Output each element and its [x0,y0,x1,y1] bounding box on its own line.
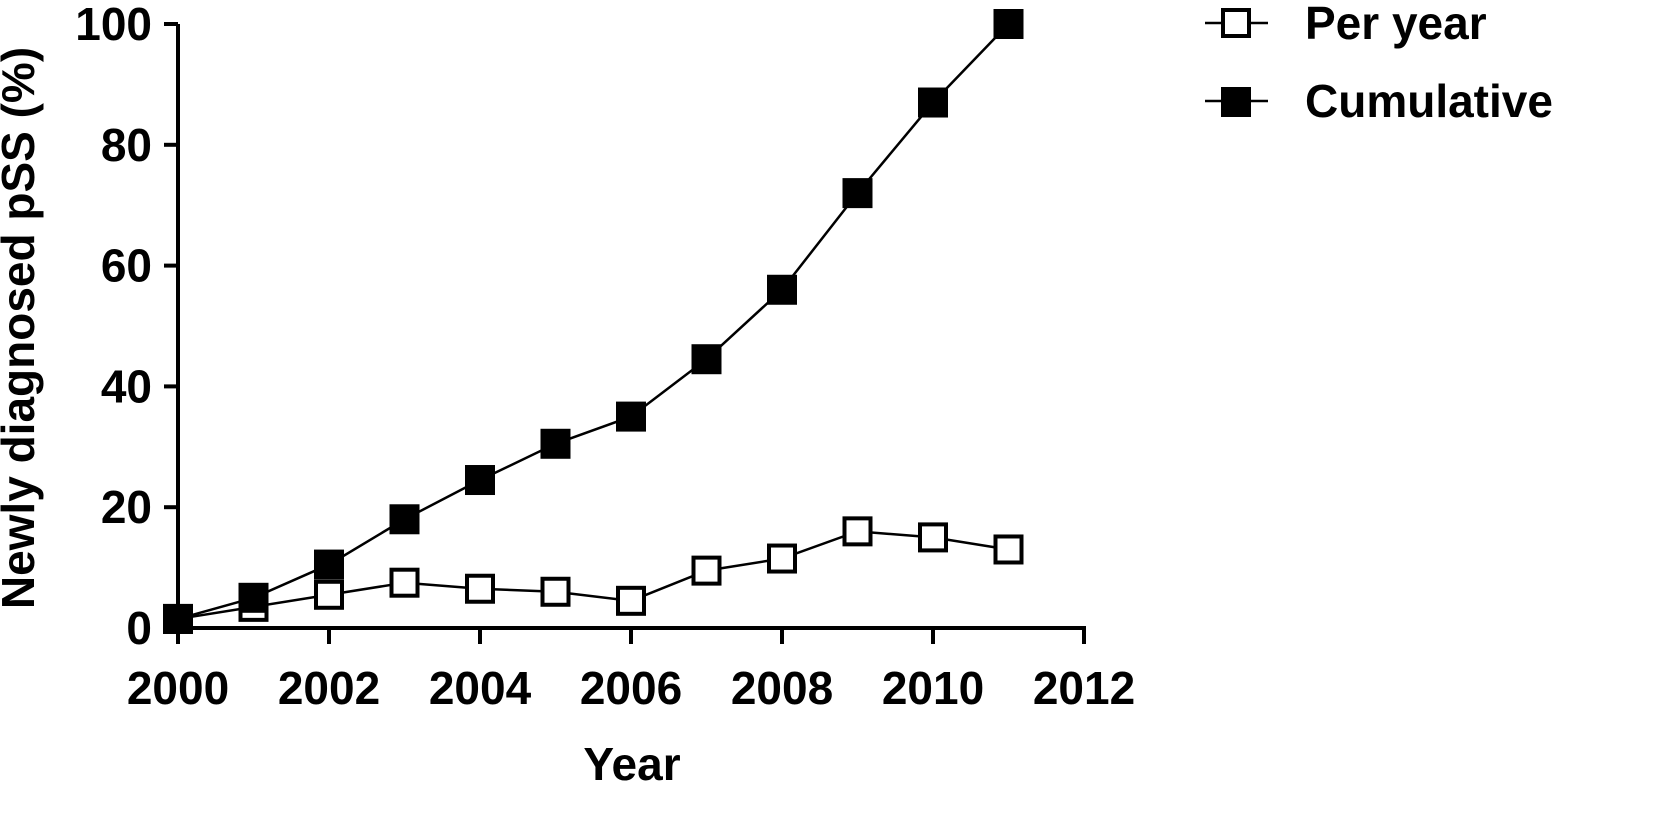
series-line-cumulative [177,23,1010,621]
legend-item-cumulative: Cumulative [1205,75,1553,127]
data-point-cumulative [540,428,571,459]
y-axis-title: Newly diagnosed pSS (%) [0,47,44,609]
legend-marker-filled-square-icon [1221,87,1251,117]
y-tick-label: 0 [126,602,152,654]
x-tick-label: 2002 [278,662,380,714]
data-point-per-year [993,534,1024,565]
x-tick-label: 2008 [731,662,833,714]
x-tick-label: 2012 [1033,662,1135,714]
y-tick-label: 60 [101,240,152,292]
data-point-cumulative [238,582,269,613]
x-ticks: 2000 2002 2004 2006 2008 2010 2012 [127,628,1135,714]
data-point-cumulative [389,504,420,535]
data-point-cumulative [163,603,193,634]
data-point-cumulative [691,344,722,375]
data-point-per-year [465,573,495,604]
data-point-cumulative [465,465,495,496]
data-point-per-year [691,555,722,586]
data-point-per-year [767,543,797,574]
series-layer [163,9,1024,634]
data-point-cumulative [314,549,344,580]
y-tick-label: 40 [101,360,152,412]
data-point-cumulative [616,401,646,432]
x-tick-label: 2000 [127,662,229,714]
y-tick-label: 20 [101,481,152,533]
x-tick-label: 2004 [429,662,532,714]
y-tick-label: 100 [75,0,152,50]
x-axis-title: Year [583,738,680,790]
data-point-per-year [918,522,948,553]
data-point-per-year [314,579,344,610]
legend: Per year Cumulative [1205,0,1553,127]
legend-item-per-year: Per year [1205,0,1487,49]
x-tick-label: 2010 [882,662,984,714]
data-point-per-year [540,576,571,607]
x-tick-label: 2006 [580,662,682,714]
data-point-per-year [842,516,873,547]
data-point-cumulative [918,87,948,118]
legend-label-cumulative: Cumulative [1305,75,1553,127]
legend-label-per-year: Per year [1305,0,1487,49]
data-point-per-year [616,585,646,616]
data-point-cumulative [993,9,1024,39]
data-point-per-year [389,567,420,598]
data-point-cumulative [767,274,797,305]
legend-marker-open-square-icon [1221,8,1251,38]
y-tick-label: 80 [101,119,152,171]
data-point-cumulative [842,178,873,209]
y-ticks: 0 20 40 60 80 100 [75,0,178,654]
